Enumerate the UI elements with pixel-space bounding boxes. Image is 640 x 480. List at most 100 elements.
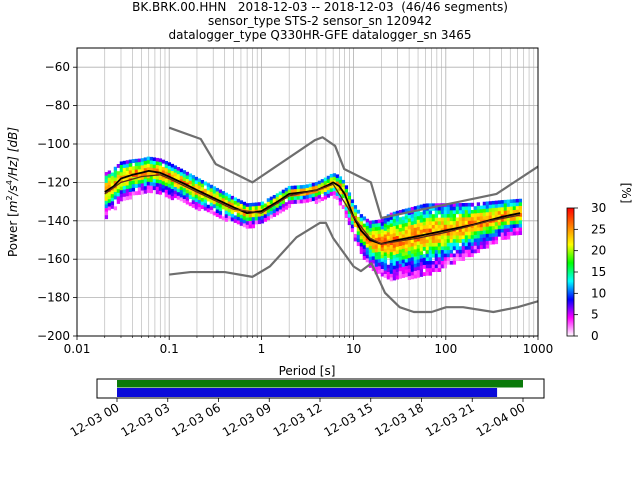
heatmap-cell — [428, 203, 433, 208]
heatmap-cell — [503, 228, 508, 233]
heatmap-cell — [488, 237, 493, 242]
heatmap-cell — [446, 203, 451, 208]
heatmap-cell — [164, 186, 169, 191]
heatmap-cell — [404, 233, 409, 238]
heatmap-cell — [494, 211, 499, 216]
heatmap-cell — [443, 214, 448, 218]
heatmap-cell — [383, 274, 388, 278]
heatmap-cell — [410, 242, 415, 247]
heatmap-cell — [251, 202, 256, 207]
heatmap-cell — [110, 176, 115, 181]
heatmap-cell — [383, 230, 388, 235]
heatmap-cell — [251, 224, 256, 229]
heatmap-cell — [395, 225, 400, 230]
heatmap-cell — [167, 169, 172, 174]
heatmap-cell — [266, 209, 271, 213]
heatmap-cell — [257, 213, 262, 217]
heatmap-cell — [149, 189, 154, 194]
heatmap-cell — [467, 206, 472, 211]
heatmap-cell — [176, 170, 181, 175]
heatmap-cell — [476, 216, 481, 221]
heatmap-cell — [467, 228, 472, 232]
heatmap-cell — [272, 194, 277, 199]
heatmap-cell — [227, 208, 232, 213]
heatmap-cell — [518, 198, 523, 203]
heatmap-cell — [518, 216, 523, 221]
heatmap-cell — [419, 258, 424, 263]
heatmap-cell — [389, 259, 394, 264]
heatmap-cell — [482, 205, 487, 210]
heatmap-cell — [182, 198, 187, 203]
heatmap-cell — [371, 252, 376, 257]
heatmap-cell — [413, 231, 418, 236]
heatmap-cell — [104, 208, 109, 212]
heatmap-cell — [428, 239, 433, 244]
heatmap-cell — [488, 240, 493, 245]
heatmap-cell — [317, 180, 322, 185]
heatmap-cell — [206, 186, 211, 191]
heatmap-cell — [410, 228, 415, 233]
heatmap-cell — [467, 202, 472, 207]
heatmap-cell — [104, 211, 109, 216]
heatmap-cell — [362, 234, 367, 239]
heatmap-cell — [251, 206, 256, 211]
coverage-tick-label: 12-03 18 — [372, 400, 426, 439]
heatmap-cell — [434, 257, 439, 262]
heatmap-cell — [149, 167, 154, 172]
heatmap-cell — [518, 202, 523, 207]
heatmap-cell — [398, 210, 403, 214]
heatmap-cell — [182, 173, 187, 178]
heatmap-cell — [167, 162, 172, 167]
heatmap-cell — [368, 245, 373, 250]
heatmap-cell — [404, 244, 409, 249]
heatmap-cell — [107, 195, 112, 200]
heatmap-cell — [110, 204, 115, 209]
heatmap-cell — [473, 238, 478, 243]
heatmap-cell — [191, 175, 196, 180]
heatmap-cell — [335, 192, 340, 197]
heatmap-cell — [272, 198, 277, 203]
heatmap-cell — [362, 223, 367, 228]
heatmap-cell — [485, 205, 490, 209]
heatmap-cell — [341, 194, 346, 199]
heatmap-cell — [416, 219, 421, 224]
heatmap-cell — [485, 201, 490, 206]
heatmap-cell — [140, 190, 145, 195]
heatmap-cell — [392, 222, 397, 227]
heatmap-cell — [458, 206, 463, 211]
heatmap-cell — [416, 230, 421, 235]
heatmap-cell — [479, 227, 484, 232]
heatmap-cell — [509, 231, 514, 236]
heatmap-cell — [467, 249, 472, 254]
heatmap-cell — [404, 226, 409, 231]
heatmap-cell — [161, 170, 166, 175]
heatmap-cell — [392, 254, 397, 259]
heatmap-cell — [500, 200, 505, 204]
heatmap-cell — [305, 184, 310, 189]
heatmap-cell — [104, 175, 109, 180]
heatmap-cell — [413, 224, 418, 229]
heatmap-cell — [131, 166, 136, 171]
heatmap-cell — [164, 189, 169, 194]
heatmap-cell — [359, 235, 364, 240]
heatmap-cell — [509, 203, 514, 207]
heatmap-cell — [179, 168, 184, 173]
heatmap-cell — [122, 193, 127, 198]
heatmap-cell — [296, 188, 301, 193]
heatmap-cell — [233, 204, 238, 209]
heatmap-cell — [485, 230, 490, 235]
heatmap-cell — [404, 230, 409, 234]
heatmap-cell — [146, 185, 151, 190]
heatmap-cell — [473, 216, 478, 221]
heatmap-cell — [140, 168, 145, 173]
heatmap-cell — [380, 258, 385, 263]
heatmap-cell — [122, 168, 127, 172]
heatmap-cell — [299, 195, 304, 200]
heatmap-cell — [266, 216, 271, 221]
heatmap-cell — [110, 194, 115, 199]
heatmap-cell — [386, 225, 391, 230]
colorbar-ticks: 0 5 10 15 20 25 30 — [574, 201, 606, 343]
heatmap-cell — [212, 204, 217, 209]
heatmap-cell — [419, 272, 424, 277]
heatmap-cell — [107, 199, 112, 204]
